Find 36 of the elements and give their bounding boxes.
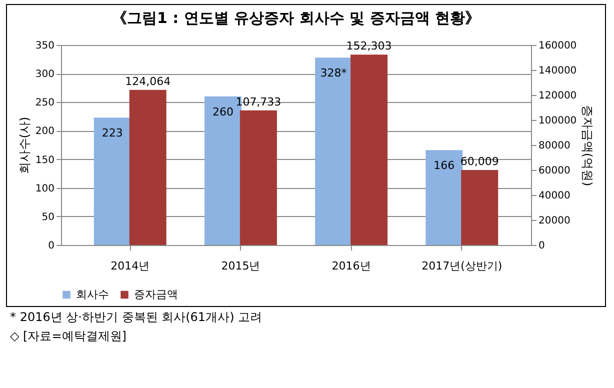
data-label: 124,064 <box>125 74 171 88</box>
y2-tick-label: 40000 <box>538 190 570 202</box>
chart-title: 《그림1 : 연도별 유상증자 회사수 및 증자금액 현황》 <box>112 9 480 27</box>
y-tick-label: 0 <box>48 240 54 252</box>
y2-axis-title: 증자금액(억원) <box>580 104 595 186</box>
y2-tick-label: 140000 <box>538 66 577 76</box>
y2-tick-label: 120000 <box>538 90 577 102</box>
data-label: 107,733 <box>236 95 282 108</box>
legend-label: 증자금액 <box>134 288 178 301</box>
x-tick-label: 2016년 <box>332 260 371 272</box>
y2-tick-label: 100000 <box>538 116 577 126</box>
legend-label: 회사수 <box>76 288 109 301</box>
text: * 2016년 상·하반기 중복된 회사(61개사) 고려 <box>10 309 264 326</box>
y2-tick-label: 80000 <box>538 140 570 152</box>
y-tick-label: 250 <box>35 98 54 109</box>
y2-tick-label: 0 <box>538 240 545 252</box>
y-tick-label: 100 <box>35 183 54 194</box>
data-label: 152,303 <box>346 40 392 53</box>
x-tick-label: 2017년(상반기) <box>422 260 502 272</box>
data-label: 328* <box>320 66 348 80</box>
y-tick-label: 350 <box>35 40 54 52</box>
data-label: 260 <box>212 105 234 118</box>
text: ◇ [자료=예탁결제원] <box>10 328 128 345</box>
y2-tick-label: 60000 <box>538 166 570 176</box>
y-tick-label: 300 <box>35 69 54 80</box>
y-tick-label: 200 <box>35 126 54 138</box>
y-axis-title: 회사수(사) <box>17 116 32 174</box>
y-tick-label: 50 <box>42 212 54 223</box>
data-label: 166 <box>434 159 455 172</box>
x-tick-label: 2014년 <box>110 260 150 272</box>
data-label: 223 <box>102 126 123 140</box>
data-label: 60,009 <box>460 154 499 168</box>
y2-tick-label: 20000 <box>538 216 570 226</box>
y-tick-label: 150 <box>35 154 54 166</box>
x-tick-label: 2015년 <box>221 260 260 272</box>
y2-tick-label: 160000 <box>538 40 577 52</box>
